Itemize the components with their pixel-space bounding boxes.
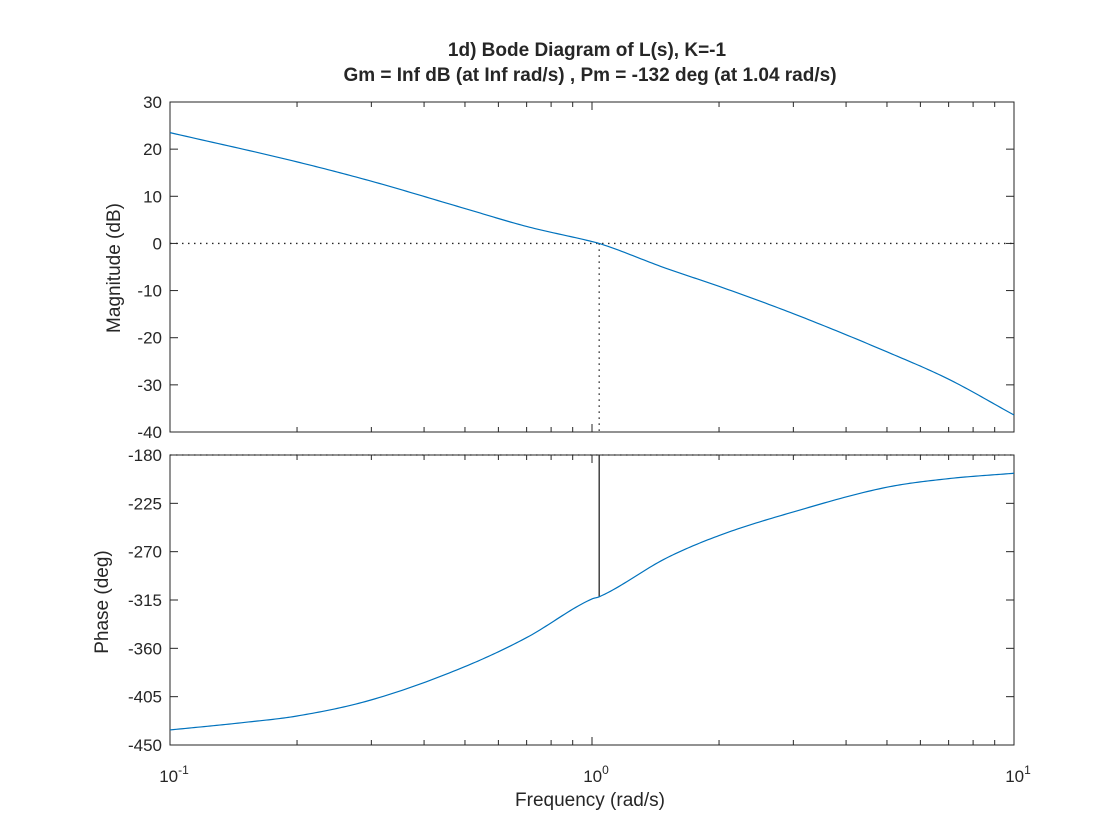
magnitude-y-tick-label: -20 <box>137 329 162 348</box>
magnitude-panel: 30 20 10 0 -10 -20 -30 -40 <box>137 93 1015 442</box>
chart-subtitle: Gm = Inf dB (at Inf rad/s) , Pm = -132 d… <box>343 65 836 86</box>
magnitude-y-tick-label: 10 <box>143 187 162 206</box>
magnitude-y-tick-label: -40 <box>137 423 162 442</box>
magnitude-y-tick-label: 0 <box>153 234 162 253</box>
phase-y-tick-label: -405 <box>128 688 162 707</box>
magnitude-y-tick-label: -30 <box>137 376 162 395</box>
x-tick-label: 101 <box>1005 763 1031 786</box>
chart-title: 1d) Bode Diagram of L(s), K=-1 <box>448 40 727 61</box>
frequency-axis: 10-1 100 101 <box>159 763 1031 786</box>
phase-y-tick-label: -450 <box>128 736 162 755</box>
magnitude-y-tick-label: -10 <box>137 282 162 301</box>
x-axis-label: Frequency (rad/s) <box>515 790 665 811</box>
phase-axis-label: Phase (deg) <box>92 550 113 654</box>
phase-y-tick-label: -225 <box>128 494 162 513</box>
x-tick-label: 10-1 <box>159 763 189 786</box>
magnitude-y-tick-label: 30 <box>143 93 162 112</box>
phase-y-tick-label: -270 <box>128 543 162 562</box>
phase-curve <box>169 472 1015 731</box>
magnitude-axis-label: Magnitude (dB) <box>104 203 125 333</box>
phase-y-tick-label: -315 <box>128 591 162 610</box>
phase-panel: -180 -225 -270 -315 -360 -405 -450 <box>128 446 1015 755</box>
phase-axes-box <box>169 454 1015 746</box>
magnitude-axes-box <box>169 101 1015 433</box>
phase-y-tick-label: -180 <box>128 446 162 465</box>
phase-y-tick-label: -360 <box>128 639 162 658</box>
magnitude-curve <box>169 132 1015 416</box>
x-tick-label: 100 <box>583 763 609 786</box>
magnitude-y-tick-label: 20 <box>143 140 162 159</box>
